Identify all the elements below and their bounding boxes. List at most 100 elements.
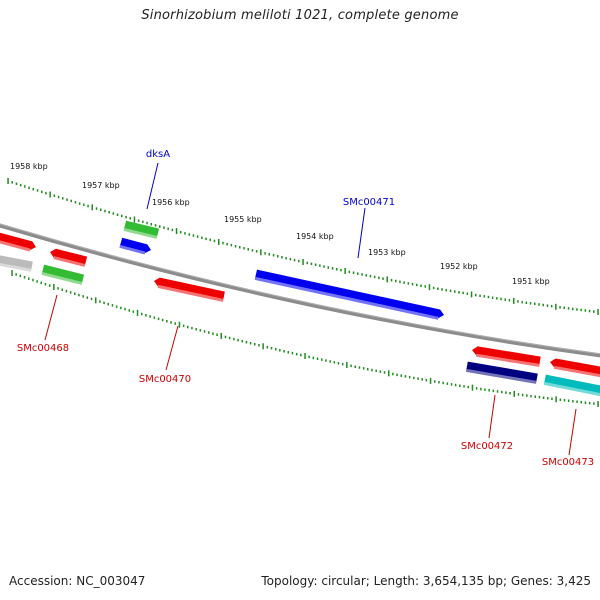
minor-tick [467, 385, 469, 389]
minor-tick [32, 278, 34, 282]
gene-arrow-SMc00470[interactable] [154, 277, 225, 302]
minor-tick [445, 288, 447, 292]
minor-tick [157, 317, 160, 321]
major-tick [218, 239, 220, 245]
callout-SMc00473[interactable]: SMc00473 [542, 408, 594, 468]
minor-tick [316, 357, 319, 360]
feature-arrow[interactable] [543, 374, 600, 397]
minor-tick [479, 294, 481, 297]
major-tick [260, 249, 262, 256]
minor-tick [268, 253, 270, 256]
major-tick [597, 401, 599, 407]
minor-tick [534, 302, 536, 306]
minor-tick [483, 295, 485, 298]
minor-tick [57, 287, 59, 290]
minor-tick [108, 211, 110, 214]
gene-arrow-dksA[interactable] [123, 220, 160, 239]
minor-tick [420, 284, 422, 287]
gene-label[interactable]: dksA [146, 149, 170, 160]
minor-tick [230, 243, 233, 247]
minor-tick [504, 298, 506, 301]
major-tick [175, 228, 178, 235]
minor-tick [321, 358, 323, 361]
minor-tick [298, 259, 300, 263]
minor-tick [128, 309, 130, 312]
gene-callouts: dksA SMc00471 SMc00468 SMc00470 SMc00472 SMc0… [17, 149, 594, 468]
callout-SMc00472[interactable]: SMc00472 [461, 394, 513, 452]
minor-tick [454, 290, 456, 293]
callout-SMc00471[interactable]: SMc00471 [343, 197, 395, 259]
minor-tick [505, 391, 507, 394]
minor-tick [312, 356, 315, 360]
minor-tick [279, 349, 281, 352]
minor-tick [78, 293, 80, 297]
minor-tick [272, 254, 275, 257]
position-label: 1957 kbp [82, 181, 120, 190]
feature-arrow[interactable] [0, 232, 36, 252]
minor-tick [546, 304, 549, 307]
gene-arrow-SMc00473[interactable] [550, 358, 600, 378]
major-tick [302, 259, 304, 265]
minor-tick [111, 304, 114, 307]
gene-arrow-SMc00471[interactable] [254, 269, 444, 320]
callout-dksA[interactable]: dksA [146, 149, 170, 210]
minor-tick [182, 324, 185, 328]
minor-tick [437, 287, 439, 290]
gene-label[interactable]: SMc00470 [139, 374, 191, 385]
minor-tick [538, 395, 541, 399]
minor-tick [593, 402, 595, 405]
feature-arrow[interactable] [41, 264, 85, 285]
callout-SMc00468[interactable]: SMc00468 [17, 294, 69, 354]
minor-tick [95, 207, 98, 210]
major-tick [344, 268, 346, 274]
minor-tick [383, 371, 386, 374]
gene-label[interactable]: SMc00471 [343, 197, 395, 208]
minor-tick [87, 204, 89, 208]
minor-tick [441, 288, 443, 291]
feature-arrow[interactable] [119, 237, 151, 255]
minor-tick [124, 307, 126, 311]
minor-tick [538, 303, 540, 306]
minor-tick [283, 350, 285, 353]
position-labels: 1958 kbp 1957 kbp 1956 kbp 1955 kbp 1954 kbp… [10, 162, 550, 286]
minor-tick [584, 309, 587, 312]
gene-label[interactable]: SMc00472 [461, 441, 513, 452]
callout-line [44, 294, 58, 341]
feature-arrow[interactable] [0, 255, 33, 272]
gene-label[interactable]: SMc00468 [17, 343, 69, 354]
minor-tick [36, 280, 38, 283]
minor-tick [285, 257, 287, 260]
minor-tick [300, 353, 302, 357]
minor-tick [70, 199, 72, 203]
major-tick [513, 297, 515, 304]
minor-tick [480, 387, 482, 391]
minor-tick [11, 181, 13, 184]
minor-tick [275, 348, 277, 351]
genome-summary-text: Topology: circular; Length: 3,654,135 bp… [261, 574, 591, 588]
callout-SMc00470[interactable]: SMc00470 [139, 325, 191, 385]
minor-tick [40, 281, 42, 285]
minor-tick [329, 360, 331, 363]
minor-tick [500, 297, 502, 301]
gene-label[interactable]: SMc00473 [542, 457, 594, 468]
minor-tick [241, 339, 243, 343]
major-tick [49, 191, 51, 198]
minor-tick [459, 384, 461, 387]
minor-tick [424, 285, 426, 288]
minor-tick [408, 375, 411, 379]
feature-arrow[interactable] [465, 361, 538, 384]
minor-tick [32, 187, 34, 191]
minor-tick [542, 396, 545, 399]
minor-tick [336, 268, 338, 271]
feature-arrow[interactable] [50, 248, 88, 267]
minor-tick [421, 378, 423, 381]
minor-tick [264, 252, 266, 255]
minor-tick [484, 388, 486, 391]
minor-tick [78, 202, 81, 205]
gene-arrow-SMc00472[interactable] [472, 346, 541, 367]
position-label: 1953 kbp [368, 248, 406, 257]
minor-tick [28, 186, 30, 190]
minor-tick [588, 309, 591, 313]
minor-tick [170, 321, 172, 324]
